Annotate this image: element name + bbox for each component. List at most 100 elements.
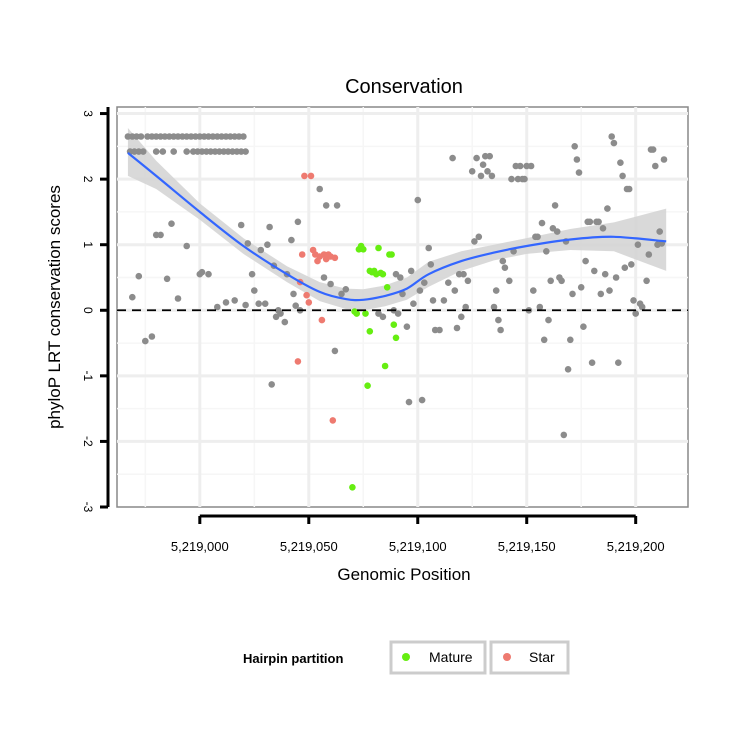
- point-other: [462, 303, 470, 311]
- y-tick-label: 0: [81, 307, 95, 314]
- legend-key-star: [503, 653, 511, 661]
- point-other: [551, 202, 559, 209]
- point-other: [410, 300, 417, 308]
- point-other: [440, 297, 448, 304]
- point-mature: [353, 310, 361, 317]
- x-tick-label: 5,219,100: [389, 539, 447, 554]
- point-other: [414, 196, 422, 204]
- point-other: [612, 274, 620, 281]
- legend: Hairpin partition Mature Star: [243, 640, 570, 675]
- point-other: [214, 303, 221, 311]
- point-mature: [390, 321, 398, 329]
- point-other: [242, 301, 249, 309]
- point-other: [436, 326, 443, 334]
- point-other: [536, 303, 544, 311]
- point-mature: [392, 334, 400, 342]
- point-other: [638, 303, 646, 311]
- point-other: [152, 148, 160, 155]
- point-other: [564, 366, 572, 373]
- point-other: [490, 303, 498, 311]
- point-other: [486, 152, 494, 160]
- point-mature: [366, 328, 374, 335]
- point-other: [488, 172, 496, 180]
- point-other: [242, 148, 249, 155]
- point-other: [445, 279, 452, 287]
- point-other: [458, 313, 465, 321]
- point-mature: [379, 270, 387, 278]
- point-other: [163, 275, 171, 283]
- point-other: [569, 290, 576, 298]
- point-other: [499, 257, 507, 265]
- x-tick-label: 5,219,000: [171, 539, 229, 554]
- point-star: [318, 316, 326, 324]
- point-other: [464, 277, 472, 285]
- point-other: [139, 148, 147, 155]
- point-other: [634, 241, 642, 248]
- point-other: [571, 143, 578, 150]
- chart-title: Conservation: [345, 76, 463, 98]
- point-mature: [388, 251, 395, 258]
- point-other: [135, 272, 143, 280]
- point-other: [630, 297, 637, 304]
- point-other: [255, 300, 262, 308]
- point-other: [257, 246, 265, 254]
- point-other: [222, 299, 230, 306]
- point-other: [129, 293, 136, 301]
- point-other: [521, 175, 528, 183]
- point-other: [183, 242, 190, 250]
- y-tick-label: 2: [81, 176, 95, 183]
- smooth-line-layer: [127, 152, 667, 302]
- point-other: [619, 172, 626, 180]
- point-other: [407, 267, 415, 275]
- point-other: [543, 248, 550, 255]
- point-other: [573, 156, 581, 163]
- point-other: [495, 316, 502, 324]
- point-other: [645, 251, 653, 258]
- point-other: [292, 302, 300, 310]
- point-other: [333, 202, 341, 209]
- point-other: [649, 146, 657, 153]
- point-other: [471, 238, 478, 245]
- point-other: [501, 264, 509, 272]
- point-other: [516, 162, 524, 170]
- point-other: [484, 168, 491, 175]
- point-other: [338, 290, 345, 298]
- point-other: [473, 154, 480, 162]
- point-other: [418, 396, 426, 404]
- point-other: [405, 398, 413, 406]
- point-star: [329, 417, 337, 424]
- y-tick-label: 1: [81, 241, 95, 248]
- point-other: [553, 228, 561, 235]
- y-tick-label: 3: [81, 110, 95, 117]
- point-star: [303, 291, 310, 299]
- point-other: [397, 274, 404, 281]
- point-other: [586, 218, 594, 226]
- point-mature: [383, 284, 391, 291]
- point-other: [597, 290, 605, 298]
- legend-key-mature: [402, 653, 410, 661]
- point-other: [527, 162, 535, 170]
- point-other: [599, 225, 607, 232]
- point-other: [240, 133, 247, 140]
- point-mature: [360, 246, 367, 253]
- point-other: [327, 280, 334, 288]
- point-mature: [381, 362, 389, 370]
- x-tick-label: 5,219,150: [498, 539, 556, 554]
- point-other: [628, 261, 635, 268]
- point-other: [582, 257, 589, 265]
- point-mature: [375, 244, 382, 252]
- point-other: [277, 310, 284, 317]
- point-other: [294, 218, 302, 226]
- point-other: [475, 233, 483, 241]
- point-other: [643, 277, 650, 285]
- point-other: [198, 268, 206, 276]
- point-other: [183, 148, 190, 155]
- point-other: [320, 274, 328, 281]
- point-star: [301, 172, 308, 180]
- point-other: [331, 347, 339, 355]
- y-tick-label: -3: [81, 502, 95, 513]
- point-other: [545, 316, 552, 324]
- legend-title: Hairpin partition: [243, 651, 343, 666]
- point-other: [427, 261, 435, 268]
